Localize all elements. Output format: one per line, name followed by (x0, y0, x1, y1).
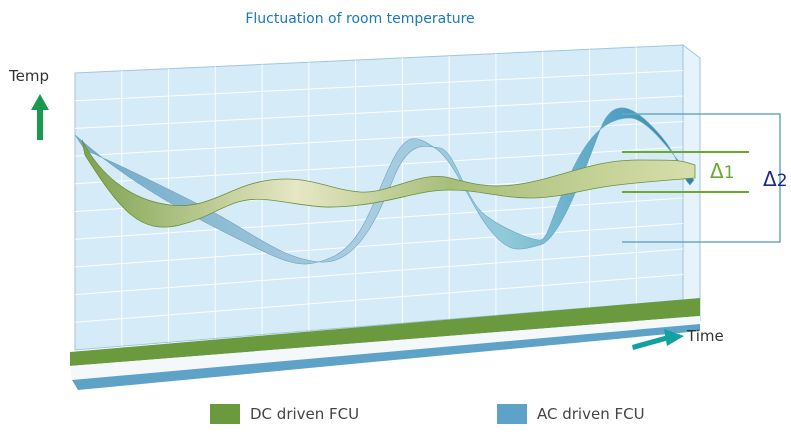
delta1-index: 1 (723, 163, 735, 183)
delta2-index: 2 (776, 171, 788, 191)
dc-fcu-curve (81, 139, 696, 228)
legend-ac-label: AC driven FCU (537, 405, 645, 423)
ac-fcu-curve (74, 107, 695, 265)
grid-line (74, 223, 684, 268)
x-axis-label: Time (687, 327, 724, 345)
diagram-title: Fluctuation of room temperature (245, 11, 475, 27)
delta2-symbol: Δ (763, 167, 777, 191)
dc-swatch (210, 404, 240, 424)
grid-line (74, 274, 684, 323)
y-axis-label: Temp (9, 67, 49, 85)
floor-green-strip (70, 298, 700, 366)
legend-item-dc: DC driven FCU (210, 403, 359, 425)
temp-arrow-icon (31, 94, 49, 140)
floor-blue-strip (72, 324, 700, 390)
grid-line (74, 95, 684, 129)
grid-line (74, 70, 684, 102)
time-arrow-icon (632, 329, 684, 350)
delta2-label: Δ2 (763, 169, 788, 191)
grid-line (74, 121, 684, 157)
delta1-label: Δ1 (710, 161, 735, 183)
grid-line (74, 248, 684, 296)
delta1-symbol: Δ (710, 159, 724, 183)
floor-white-strip (70, 316, 700, 380)
delta2-bracket (622, 113, 781, 243)
legend-item-ac: AC driven FCU (497, 403, 645, 425)
ac-swatch (497, 404, 527, 424)
grid-line (74, 197, 684, 240)
legend-dc-label: DC driven FCU (250, 405, 360, 423)
